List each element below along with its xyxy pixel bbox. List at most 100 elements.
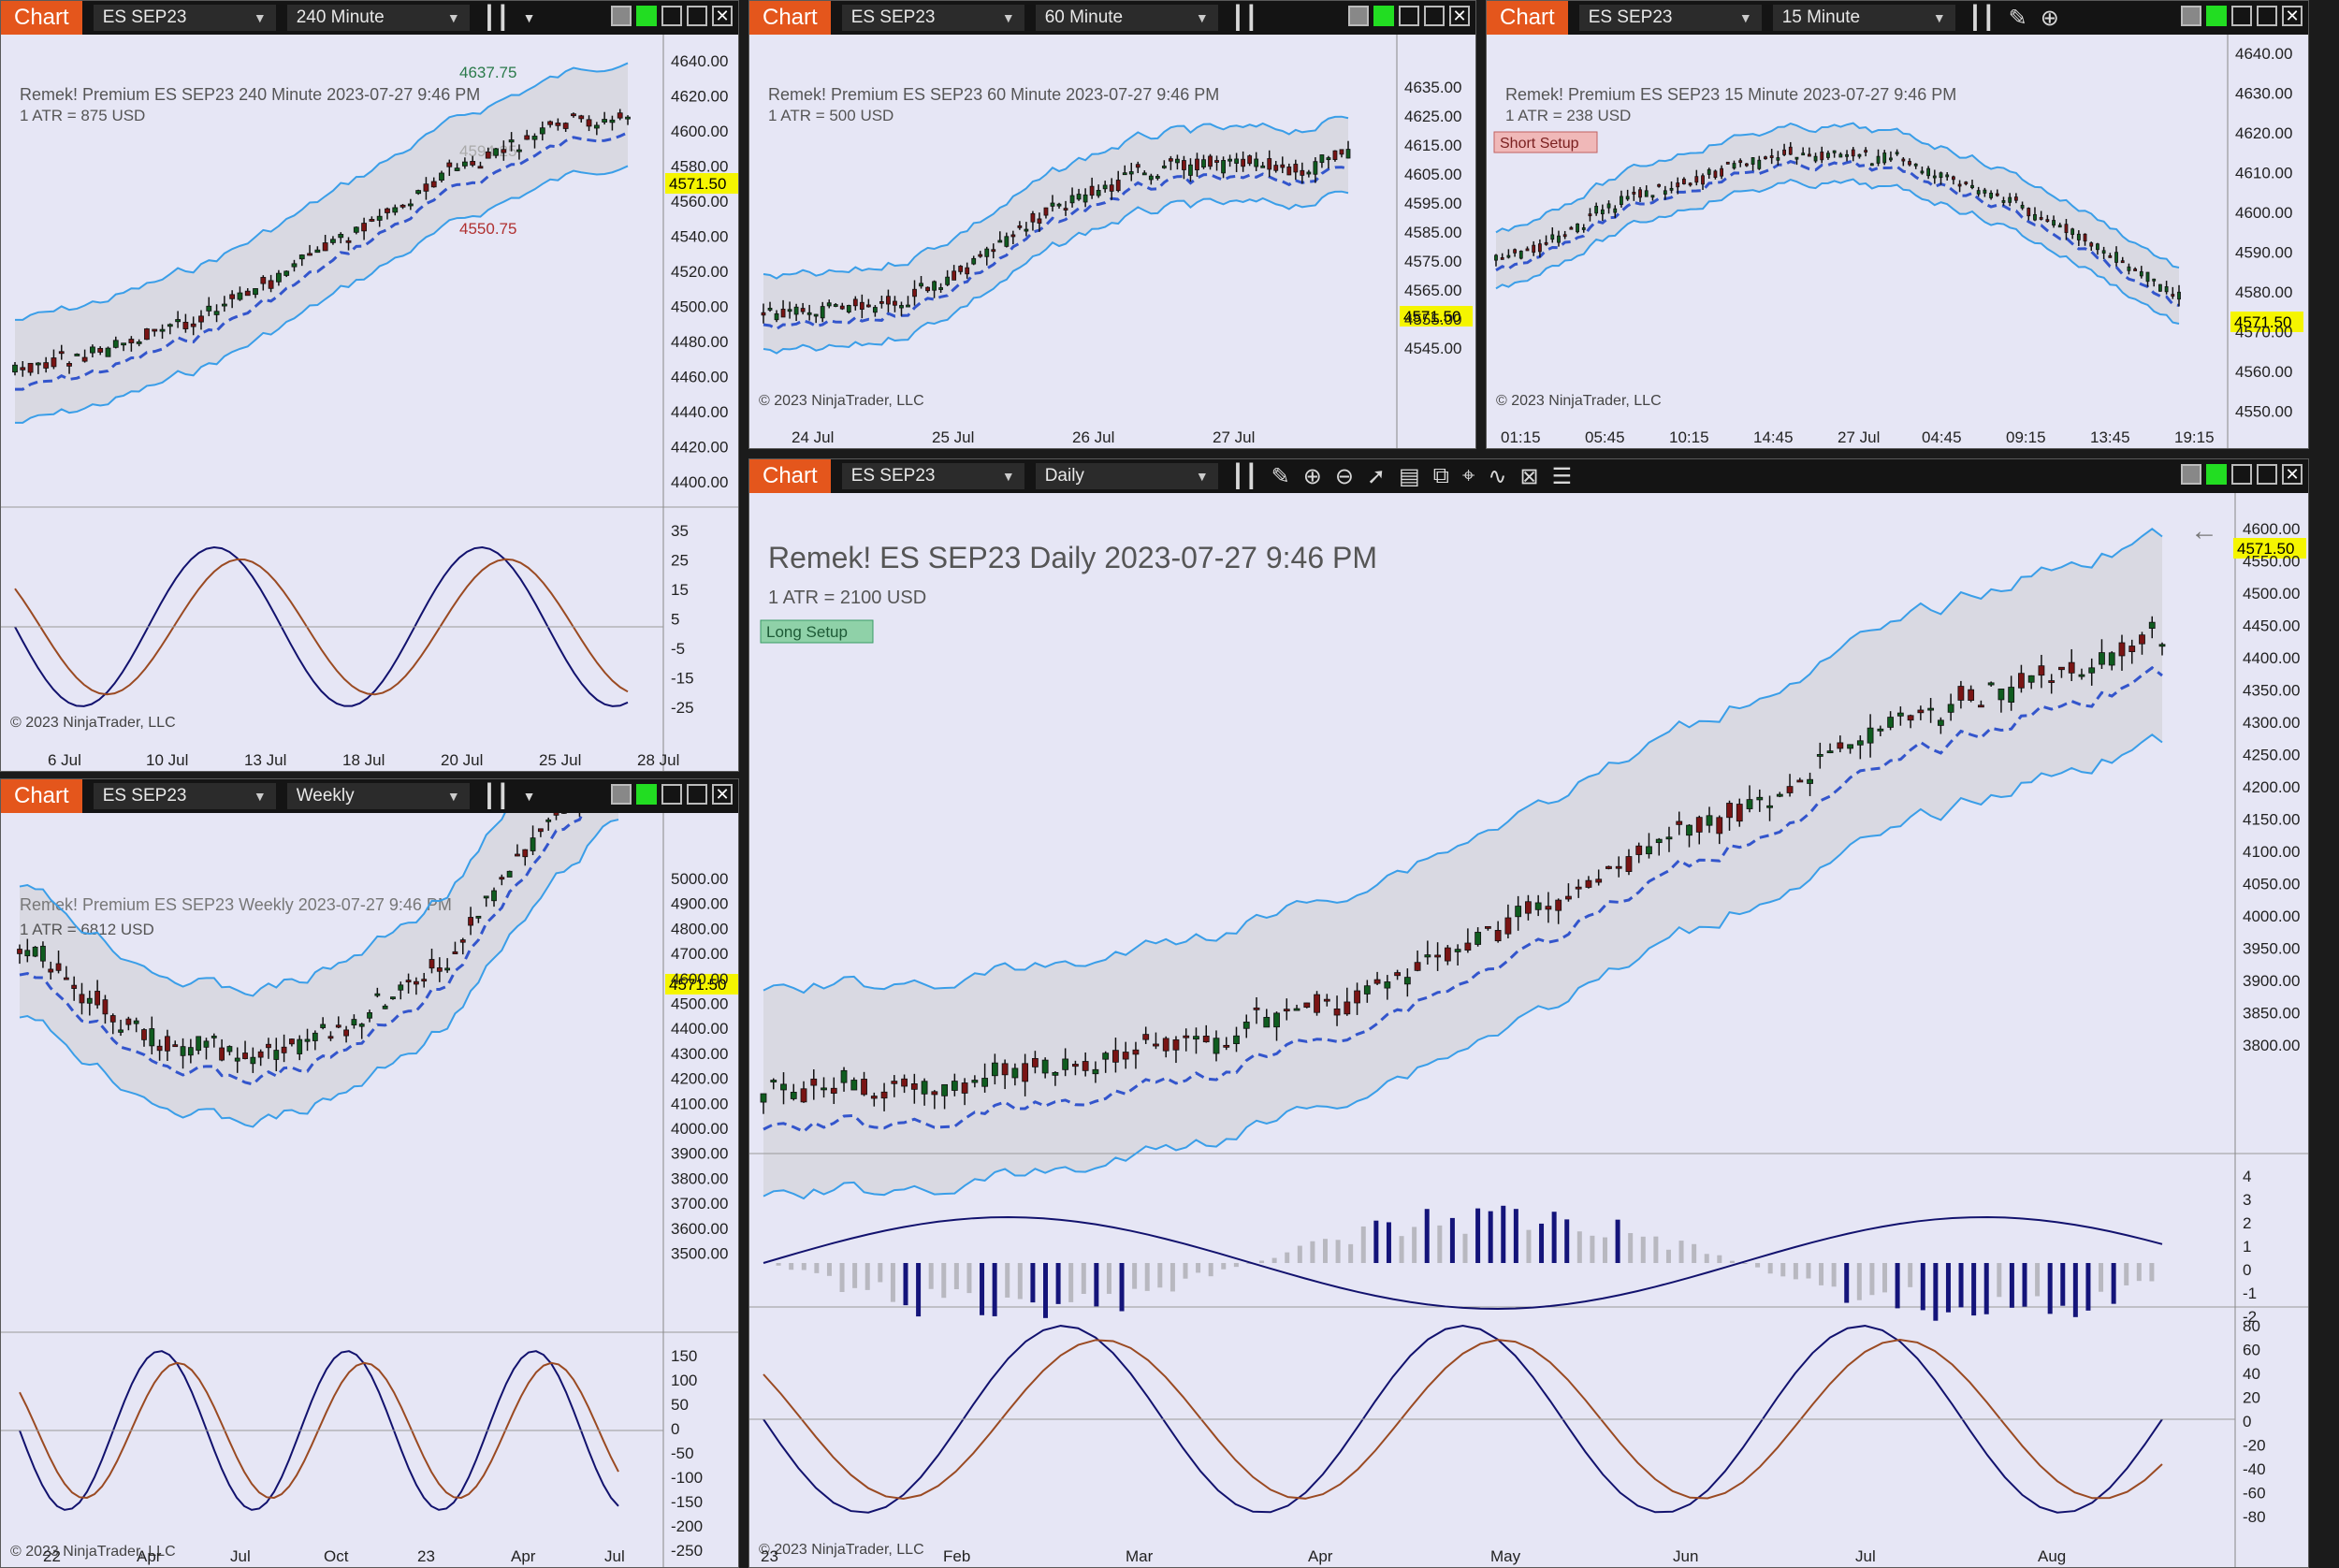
candlestick	[1694, 169, 1699, 186]
link-color-icon[interactable]	[611, 6, 632, 26]
instrument-select[interactable]: ES SEP23 ▼	[841, 463, 1024, 489]
candle-body	[1663, 190, 1667, 195]
close-button[interactable]: ✕	[1449, 6, 1470, 26]
chart-tab[interactable]: Chart	[749, 459, 831, 493]
close-button[interactable]: ✕	[712, 6, 733, 26]
list-icon[interactable]: ☰	[1551, 463, 1573, 489]
link-color-icon[interactable]	[2181, 6, 2201, 26]
minimize-button[interactable]	[2231, 464, 2252, 485]
interval-select[interactable]: 240 Minute ▼	[286, 5, 470, 31]
chart-tab[interactable]: Chart	[1, 779, 82, 813]
maximize-button[interactable]	[687, 6, 707, 26]
close-button[interactable]: ✕	[2282, 6, 2303, 26]
candle-body	[991, 249, 996, 253]
candle-body	[128, 339, 135, 343]
zoom-out-icon[interactable]: ⊖	[1334, 463, 1354, 489]
properties-icon[interactable]: ⧉	[1432, 463, 1449, 488]
candlestick	[1313, 157, 1318, 183]
histogram-bar	[1603, 1237, 1607, 1263]
link-color-icon[interactable]	[1348, 6, 1369, 26]
histogram-bar	[1475, 1208, 1481, 1263]
candlestick	[1585, 876, 1592, 889]
minimize-button[interactable]	[2231, 6, 2252, 26]
maximize-button[interactable]	[687, 784, 707, 805]
maximize-button[interactable]	[2257, 6, 2277, 26]
candle-body	[1345, 149, 1351, 159]
candle-body	[133, 1020, 139, 1024]
candlestick	[2101, 246, 2106, 259]
instrument-select[interactable]: ES SEP23 ▼	[93, 783, 276, 809]
candlestick	[1267, 150, 1272, 178]
candle-body	[1280, 164, 1286, 168]
interval-select[interactable]: 60 Minute ▼	[1035, 5, 1218, 31]
interval-select[interactable]: Weekly ▼	[286, 783, 470, 809]
strategies-icon[interactable]: ⊠	[1519, 463, 1539, 489]
maximize-button[interactable]	[2257, 464, 2277, 485]
chart-area[interactable]: Remek! Premium ES SEP23 240 Minute 2023-…	[1, 35, 738, 771]
indicators-icon[interactable]: ∿	[1488, 463, 1507, 489]
chart-area[interactable]: Remek! Premium ES SEP23 Weekly 2023-07-2…	[1, 813, 738, 1567]
chart-area[interactable]: Remek! Premium ES SEP23 60 Minute 2023-0…	[749, 35, 1475, 448]
link-color-icon[interactable]	[611, 784, 632, 805]
candlestick	[609, 115, 616, 131]
link-status-icon[interactable]	[636, 784, 657, 805]
bar-style-icon[interactable]: ┃┃	[1968, 5, 1996, 31]
link-status-icon[interactable]	[2206, 464, 2227, 485]
candlestick	[1995, 189, 1999, 197]
candle-body	[1141, 172, 1147, 176]
minimize-button[interactable]	[1399, 6, 1419, 26]
chart-area[interactable]: Remek! ES SEP23 Daily 2023-07-27 9:46 PM…	[749, 493, 2308, 1567]
zoom-in-icon[interactable]: ⊕	[2040, 5, 2059, 31]
candlestick	[1513, 248, 1517, 257]
interval-select[interactable]: Daily ▼	[1035, 463, 1218, 489]
pencil-icon[interactable]: ✎	[1271, 463, 1290, 489]
candlestick	[1544, 235, 1548, 246]
link-color-icon[interactable]	[2181, 464, 2201, 485]
candle-body	[1082, 194, 1088, 203]
link-status-icon[interactable]	[2206, 6, 2227, 26]
instrument-select[interactable]: ES SEP23 ▼	[93, 5, 276, 31]
candlestick	[1175, 154, 1180, 170]
candlestick	[2139, 632, 2145, 655]
link-status-icon[interactable]	[636, 6, 657, 26]
candle-body	[268, 280, 274, 289]
data-box-icon[interactable]: ▤	[1399, 463, 1420, 489]
chart-tab[interactable]: Chart	[749, 1, 831, 35]
candle-body	[1796, 779, 1804, 783]
interval-select[interactable]: 15 Minute ▼	[1772, 5, 1955, 31]
chart-area[interactable]: Remek! Premium ES SEP23 15 Minute 2023-0…	[1487, 35, 2308, 448]
price-tick-label: 4500.00	[671, 995, 728, 1013]
candlestick	[159, 324, 166, 340]
pointer-icon[interactable]: ➚	[1366, 463, 1387, 489]
chart-tab[interactable]: Chart	[1487, 1, 1568, 35]
chart-tab[interactable]: Chart	[1, 1, 82, 35]
maximize-button[interactable]	[1424, 6, 1445, 26]
histogram-bar	[1615, 1219, 1620, 1263]
candlestick	[1857, 153, 1862, 159]
crosshair-icon[interactable]: ⌖	[1461, 463, 1475, 488]
back-arrow-icon[interactable]: ←	[2190, 515, 2218, 546]
chevron-down-icon[interactable]: ▼	[522, 10, 536, 25]
candlestick	[253, 288, 258, 298]
zoom-in-icon[interactable]: ⊕	[1302, 463, 1322, 489]
bar-style-icon[interactable]: ┃┃	[482, 783, 510, 809]
candlestick	[2088, 658, 2096, 686]
instrument-select[interactable]: ES SEP23 ▼	[841, 5, 1024, 31]
instrument-select[interactable]: ES SEP23 ▼	[1578, 5, 1762, 31]
minimize-button[interactable]	[661, 784, 682, 805]
candle-body	[1713, 170, 1718, 178]
close-button[interactable]: ✕	[712, 784, 733, 805]
candle-body	[981, 1078, 989, 1087]
pencil-icon[interactable]: ✎	[2008, 5, 2027, 31]
candlestick	[203, 1038, 210, 1060]
candle-body	[951, 1081, 958, 1091]
bar-style-icon[interactable]: ┃┃	[482, 5, 510, 31]
chevron-down-icon[interactable]: ▼	[522, 789, 536, 804]
bar-style-icon[interactable]: ┃┃	[1230, 5, 1258, 31]
minimize-button[interactable]	[661, 6, 682, 26]
bar-style-icon[interactable]: ┃┃	[1230, 463, 1258, 489]
link-status-icon[interactable]	[1373, 6, 1394, 26]
close-button[interactable]: ✕	[2282, 464, 2303, 485]
candle-body	[1569, 226, 1574, 230]
candle-body	[2177, 291, 2181, 300]
